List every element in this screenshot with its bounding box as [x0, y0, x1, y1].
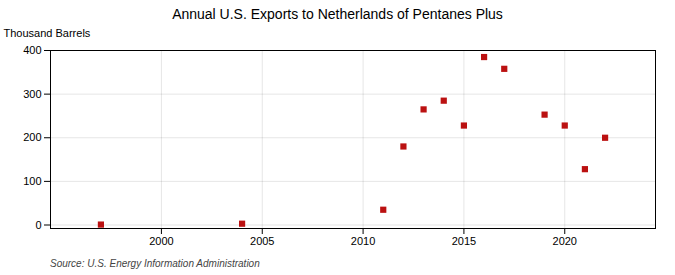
html-text:Source: U.S. Energy Informatio: Source: U.S. Energy Information Administ…	[50, 258, 260, 269]
svg-text:2015: 2015	[452, 235, 476, 247]
html-text:Annual U.S. Exports to Netherl: Annual U.S. Exports to Netherlands of Pe…	[172, 6, 503, 22]
svg-text:2000: 2000	[149, 235, 173, 247]
svg-text:Thousand Barrels: Thousand Barrels	[4, 27, 91, 39]
svg-text:0: 0	[35, 219, 41, 231]
svg-text:2005: 2005	[250, 235, 274, 247]
svg-text:300: 300	[23, 88, 41, 100]
svg-text:2020: 2020	[553, 235, 577, 247]
svg-text:200: 200	[23, 131, 41, 143]
svg-text:2010: 2010	[351, 235, 375, 247]
svg-text:100: 100	[23, 175, 41, 187]
svg-text:400: 400	[23, 44, 41, 56]
